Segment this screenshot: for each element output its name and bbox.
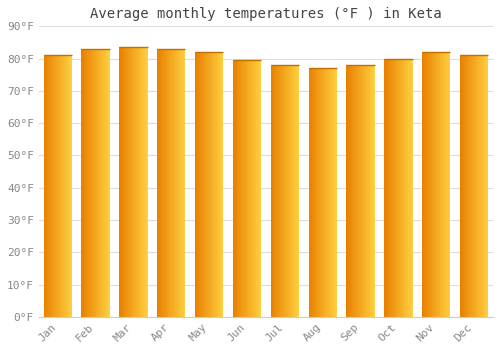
Title: Average monthly temperatures (°F ) in Keta: Average monthly temperatures (°F ) in Ke… bbox=[90, 7, 442, 21]
